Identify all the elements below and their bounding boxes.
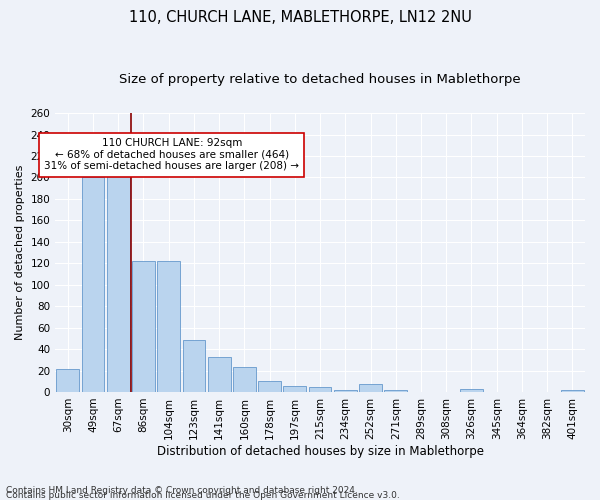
Bar	[460, 388, 483, 392]
Bar	[258, 381, 281, 392]
Bar	[309, 386, 331, 392]
Text: 110 CHURCH LANE: 92sqm
← 68% of detached houses are smaller (464)
31% of semi-de: 110 CHURCH LANE: 92sqm ← 68% of detached…	[44, 138, 299, 172]
Text: Contains public sector information licensed under the Open Government Licence v3: Contains public sector information licen…	[6, 490, 400, 500]
Bar	[283, 386, 306, 392]
Bar	[82, 178, 104, 392]
Bar	[157, 261, 180, 392]
Text: 110, CHURCH LANE, MABLETHORPE, LN12 2NU: 110, CHURCH LANE, MABLETHORPE, LN12 2NU	[128, 10, 472, 25]
Bar	[107, 162, 130, 392]
Bar	[56, 370, 79, 392]
Bar	[334, 390, 356, 392]
Bar	[208, 356, 230, 392]
X-axis label: Distribution of detached houses by size in Mablethorpe: Distribution of detached houses by size …	[157, 444, 484, 458]
Bar	[233, 368, 256, 392]
Bar	[561, 390, 584, 392]
Bar	[182, 340, 205, 392]
Text: Contains HM Land Registry data © Crown copyright and database right 2024.: Contains HM Land Registry data © Crown c…	[6, 486, 358, 495]
Bar	[359, 384, 382, 392]
Bar	[385, 390, 407, 392]
Bar	[132, 261, 155, 392]
Title: Size of property relative to detached houses in Mablethorpe: Size of property relative to detached ho…	[119, 72, 521, 86]
Y-axis label: Number of detached properties: Number of detached properties	[15, 165, 25, 340]
